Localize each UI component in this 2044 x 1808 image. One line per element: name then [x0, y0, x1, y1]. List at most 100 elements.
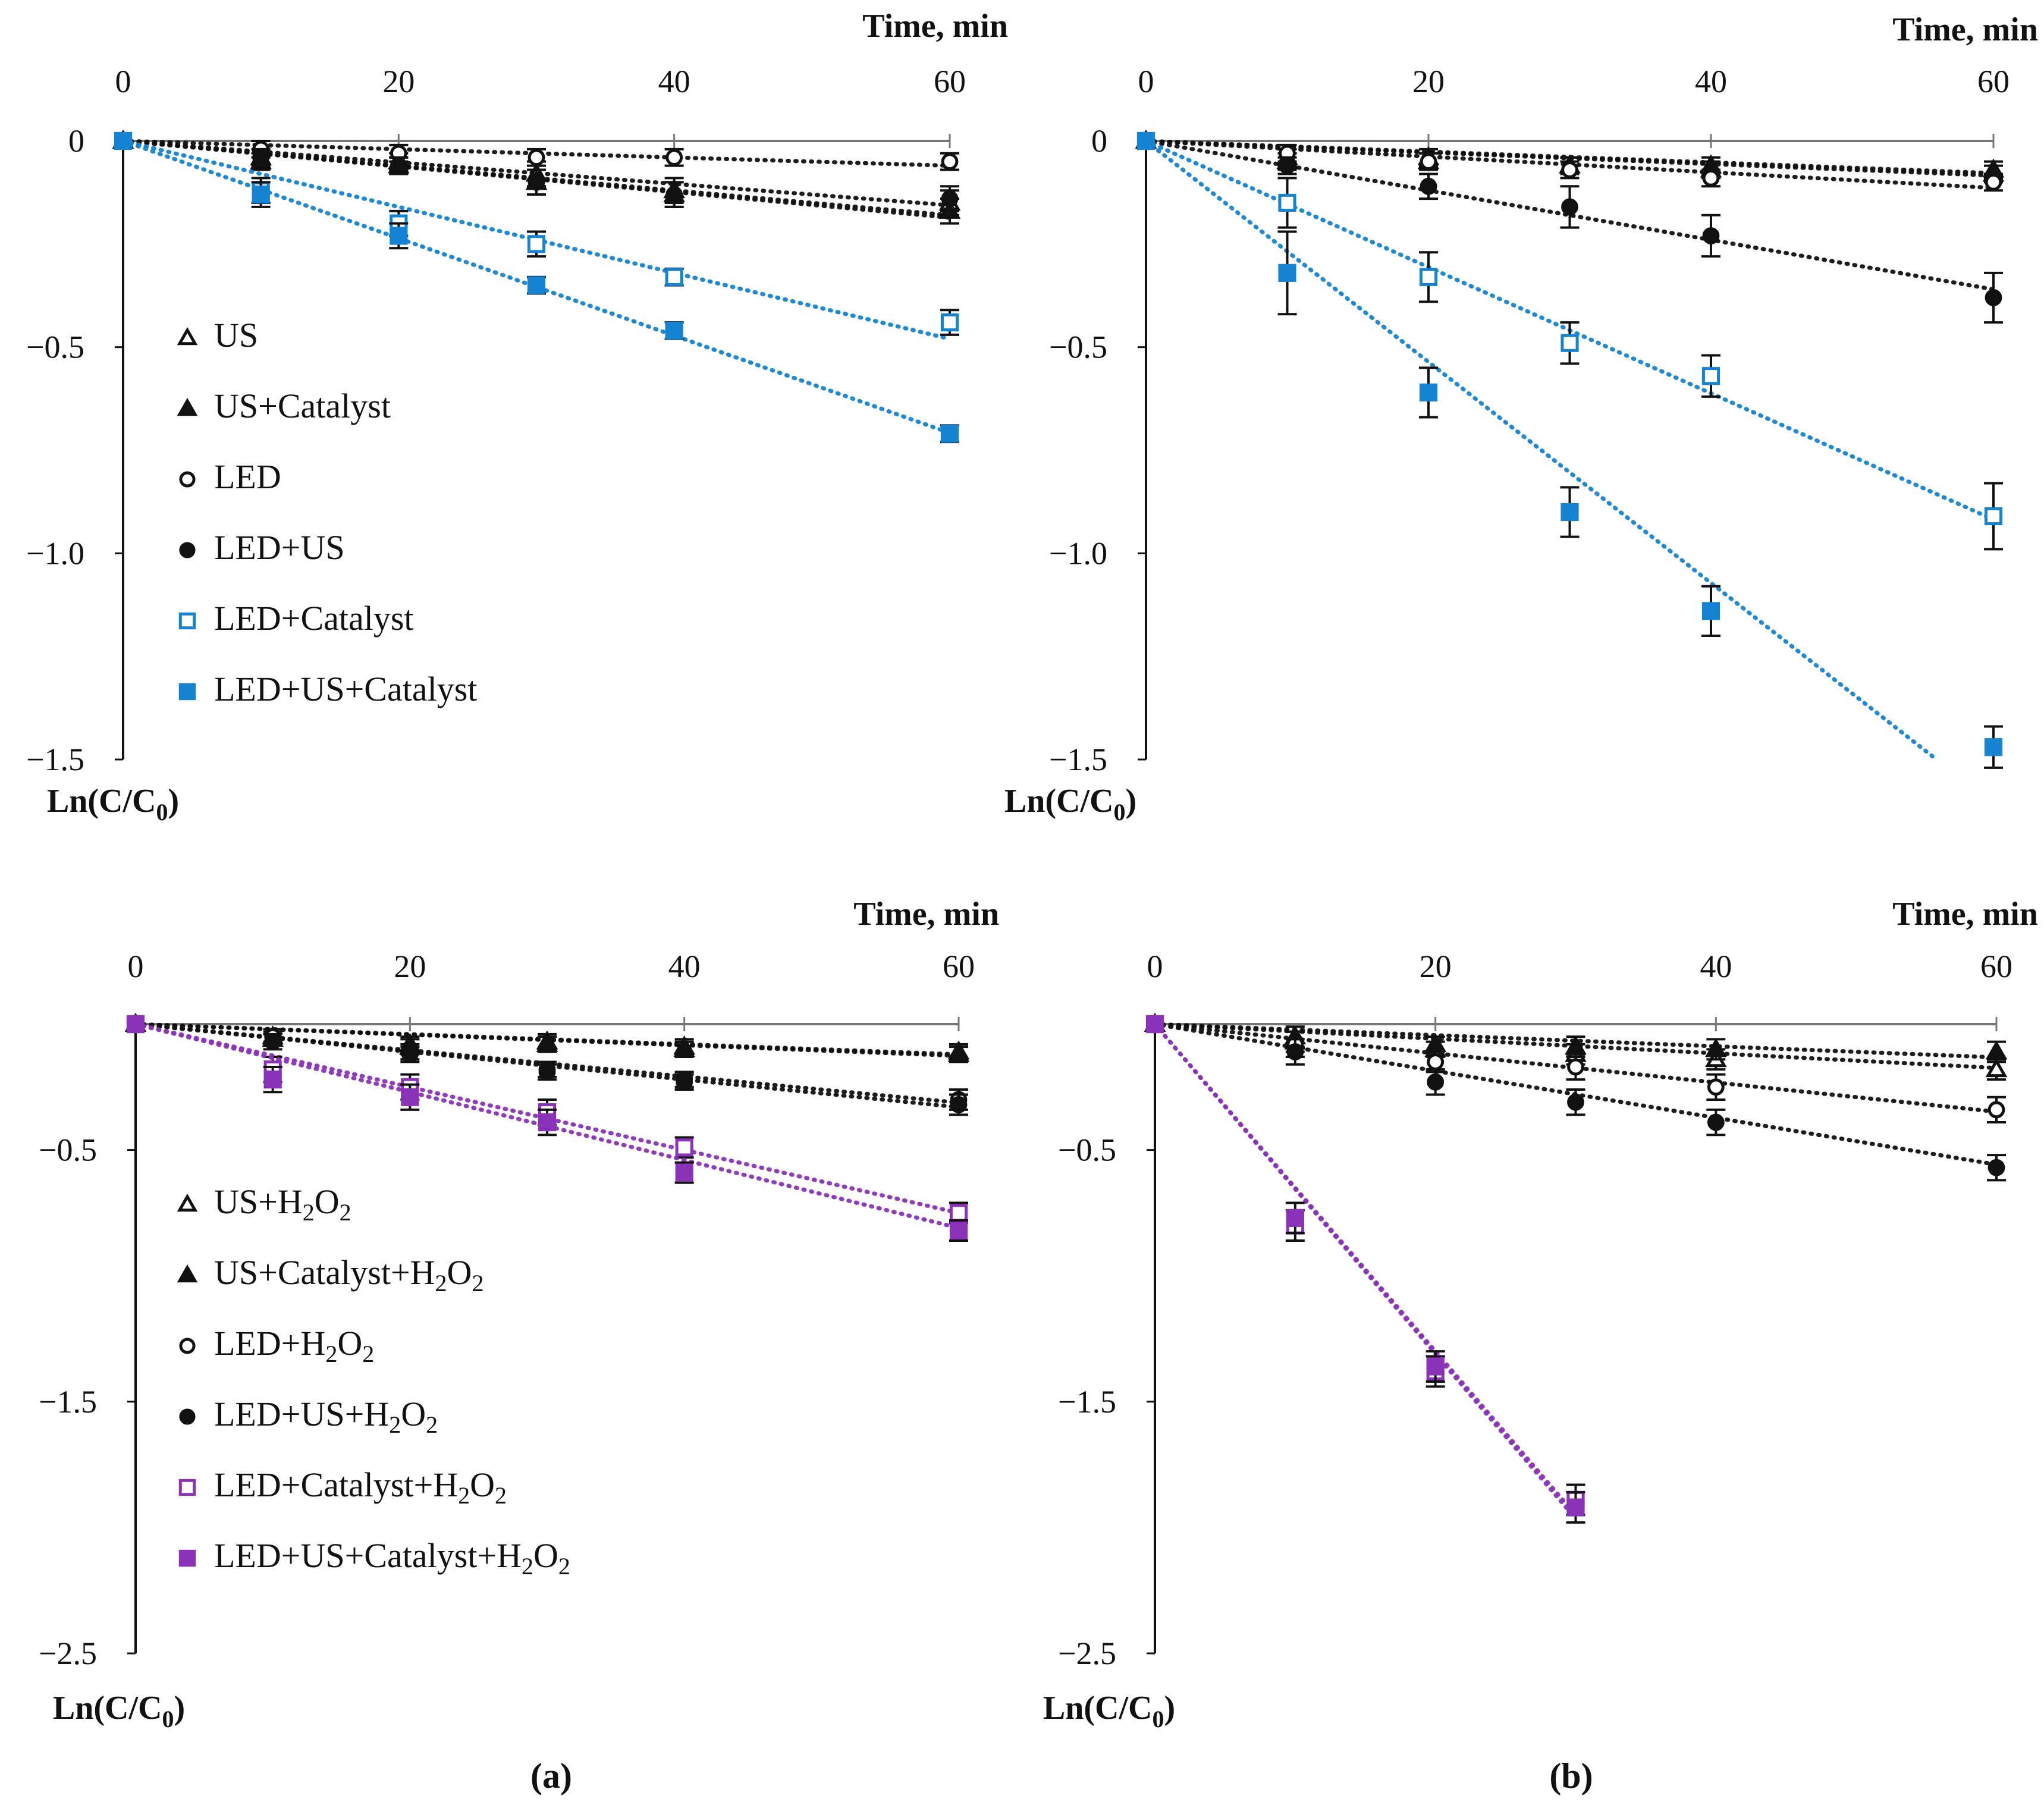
data-point [1566, 1498, 1585, 1517]
x-axis-title: Time, min [1892, 11, 2038, 48]
x-axis-title: Time, min [1892, 896, 2038, 933]
y-tick-label: −0.5 [26, 329, 84, 365]
series-us-catalyst-h2o2 [124, 1012, 970, 1061]
x-axis-title: Time, min [862, 8, 1008, 45]
legend-marker [179, 1338, 196, 1354]
data-point [940, 313, 959, 332]
legend-mid: O [533, 1536, 558, 1575]
data-point [536, 1032, 558, 1052]
legend-label: LED+H2O2 [214, 1324, 374, 1367]
y-tick-label: −0.5 [1049, 329, 1107, 365]
data-point [1985, 1058, 2008, 1078]
series-led-us-h2o2 [1146, 1015, 2006, 1182]
x-axis-title: Time, min [853, 896, 999, 933]
x-tick-label: 60 [1980, 949, 2012, 984]
series-led-us-catalyst-h2o2 [1145, 1015, 1585, 1524]
y-axis-title: Ln(C/C0) [47, 783, 179, 825]
y-tick-label: −1.0 [26, 535, 84, 571]
series-led-us-h2o2 [127, 1015, 968, 1116]
data-point [390, 227, 408, 245]
legend-label: US+Catalyst+H2O2 [214, 1253, 483, 1297]
panel-label-b: (b) [1549, 1756, 1593, 1796]
data-point [252, 186, 270, 204]
x-tick-label: 20 [1420, 949, 1452, 984]
y-axis-title-main: Ln(C/C [1004, 783, 1114, 820]
y-tick-label: −2.5 [39, 1636, 97, 1671]
legend-marker [177, 1264, 198, 1283]
series-led-us-catalyst-h2o2 [126, 1015, 968, 1242]
legend-sub: 2 [389, 1411, 401, 1438]
x-tick-label: 40 [1695, 64, 1727, 99]
legend-label: LED [214, 457, 281, 496]
x-tick-label: 60 [943, 949, 975, 984]
data-point [263, 1071, 282, 1089]
legend-marker [179, 542, 196, 558]
data-point [1988, 1101, 2005, 1119]
data-point [1286, 1209, 1304, 1227]
data-point [528, 149, 545, 167]
legend-sub: 2 [458, 1482, 470, 1509]
data-point [1561, 198, 1578, 216]
y-tick-label: −1.5 [39, 1384, 97, 1420]
data-point [1701, 367, 1720, 385]
y-tick-label: −1.5 [1058, 1384, 1116, 1420]
x-tick-label: 0 [1138, 64, 1154, 99]
data-point [1701, 602, 1720, 620]
data-point [1988, 1159, 2005, 1176]
y-axis-title-main: Ln(C/C [47, 783, 156, 820]
y-axis-title: Ln(C/C0) [53, 1690, 185, 1732]
x-tick-label: 40 [668, 949, 701, 984]
data-point [264, 1033, 282, 1051]
legend-marker [177, 327, 198, 346]
legend-label-main: LED+H [214, 1324, 325, 1363]
y-axis-title: Ln(C/C0) [1004, 783, 1136, 825]
legend-marker [179, 1408, 196, 1425]
data-point [1561, 161, 1578, 178]
legend-mid: O [337, 1324, 362, 1363]
legend-label: US+H2O2 [214, 1182, 351, 1226]
y-tick-label: −1.5 [1049, 742, 1107, 777]
data-point [1985, 173, 2002, 191]
y-axis-title-sub: 0 [1113, 799, 1125, 825]
data-point [1419, 383, 1438, 402]
legend-label-main: LED+US [214, 528, 345, 567]
legend-label: LED+US+Catalyst+H2O2 [214, 1536, 570, 1580]
series-led-us [114, 132, 959, 212]
legend-mid: O [315, 1182, 340, 1221]
data-point [1426, 1357, 1445, 1376]
trend-line [1144, 139, 1939, 762]
legend-marker [177, 397, 198, 416]
data-point [527, 235, 546, 253]
data-point [676, 1073, 693, 1091]
y-axis-title: Ln(C/C0) [1043, 1690, 1175, 1732]
y-axis-title-end: ) [174, 1690, 185, 1727]
data-point [1984, 507, 2003, 526]
x-tick-label: 60 [1977, 64, 2010, 99]
y-tick-label: −0.5 [39, 1132, 97, 1168]
legend-label-main: LED+Catalyst [214, 599, 414, 638]
y-tick-label: −2.5 [1058, 1636, 1116, 1671]
legend-sub: 2 [472, 1270, 483, 1297]
data-point [1145, 1015, 1164, 1034]
legend-marker [178, 683, 196, 701]
x-tick-label: 40 [1700, 949, 1732, 984]
y-axis-title-sub: 0 [162, 1706, 174, 1732]
data-point [675, 1163, 693, 1182]
data-point [1985, 1040, 2008, 1060]
legend-marker [177, 1193, 198, 1212]
y-axis-title-sub: 0 [1152, 1706, 1164, 1732]
legend-label-main: LED+US+Catalyst [214, 670, 477, 708]
data-point [1561, 503, 1579, 522]
legend-marker [179, 471, 196, 488]
x-tick-label: 60 [934, 64, 966, 99]
series-led-us-catalyst [114, 131, 959, 444]
data-point [538, 1113, 557, 1132]
x-tick-label: 0 [128, 949, 144, 984]
series-led-us [1137, 132, 2003, 324]
data-point [1702, 170, 1720, 187]
data-point [1427, 1073, 1445, 1091]
legend-label-main: US [214, 316, 258, 354]
legend-sub: 2 [558, 1553, 570, 1580]
data-point [1424, 1032, 1446, 1052]
legend: US US+Catalyst LED LED+US LED+Catalyst LED+US… [177, 316, 477, 708]
